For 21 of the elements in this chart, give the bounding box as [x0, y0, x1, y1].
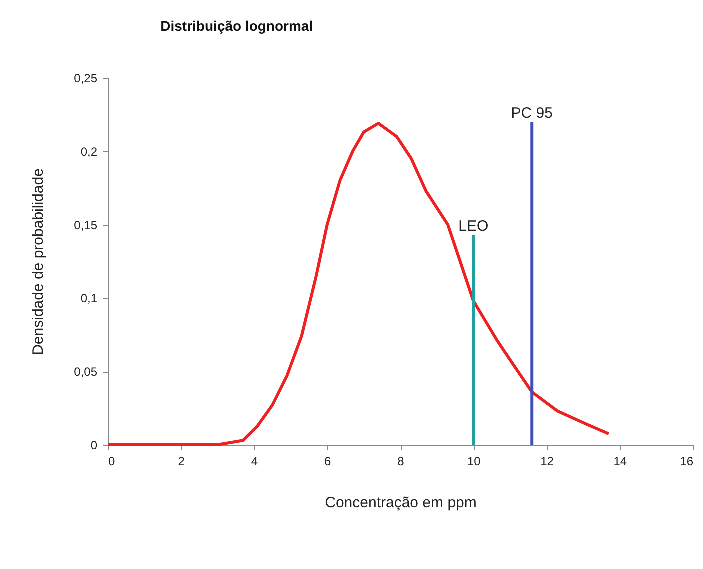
x-tick-label: 8 — [398, 454, 405, 468]
y-tick-label: 0,1 — [80, 292, 98, 306]
x-tick-label: 4 — [251, 454, 258, 468]
y-tick-label: 0 — [90, 438, 98, 452]
y-tick-label: 0,25 — [74, 72, 98, 86]
x-tick-label: 6 — [324, 454, 332, 468]
y-axis-title: Densidade de probabilidade — [30, 168, 48, 356]
x-tick-label: 12 — [540, 454, 554, 468]
line-series — [106, 122, 610, 446]
x-axis-title: Concentração em ppm — [325, 494, 477, 512]
series-label: PC 95 — [511, 105, 553, 122]
y-tick-label: 0,05 — [74, 365, 98, 380]
x-tick-label: 10 — [467, 454, 482, 468]
x-tick-label: 2 — [178, 454, 186, 468]
x-tick-label: 0 — [108, 454, 116, 468]
x-tick-label: 14 — [614, 454, 628, 468]
chart-title: Distribuição lognormal — [160, 18, 314, 34]
series-label: LEO — [458, 218, 489, 236]
y-tick-label: 0,15 — [74, 218, 98, 232]
y-tick-label: 0,2 — [80, 144, 98, 159]
x-tick-label: 16 — [680, 454, 694, 468]
